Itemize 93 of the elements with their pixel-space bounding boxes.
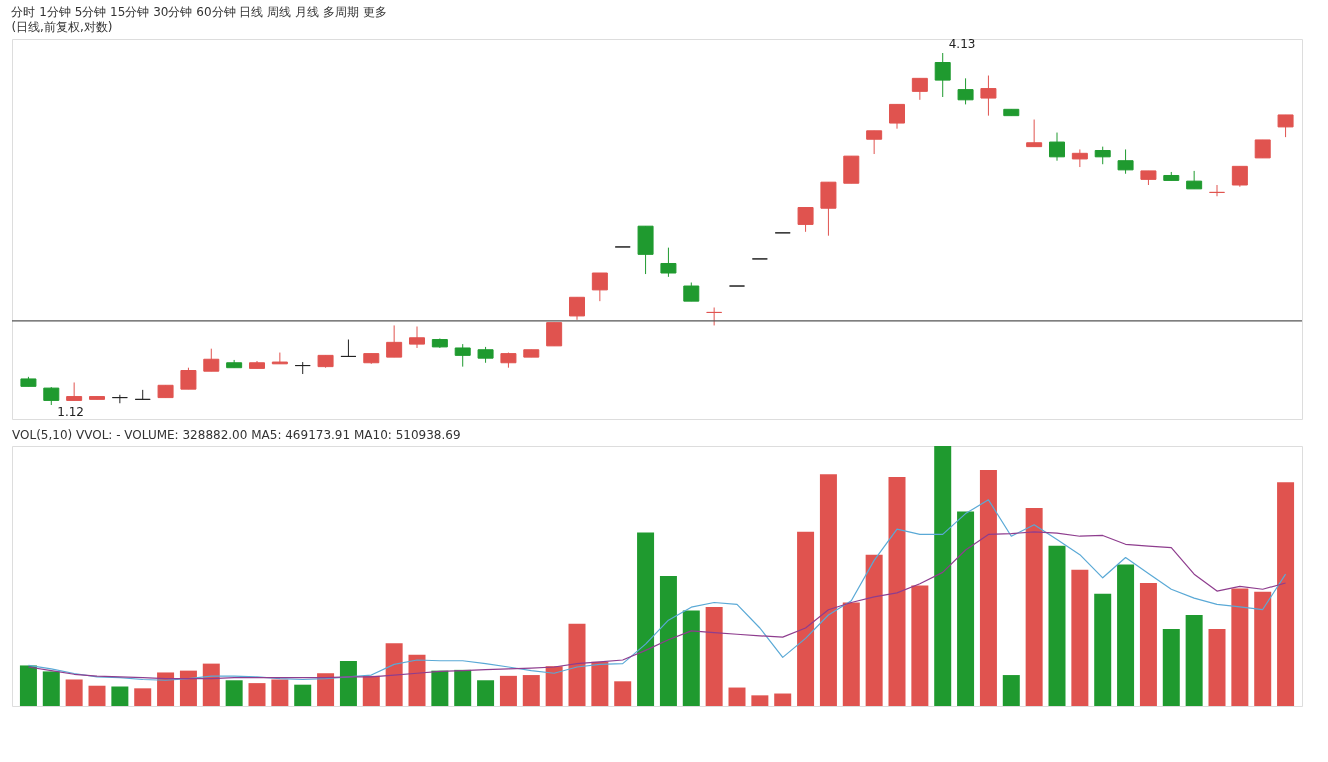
bar [682, 610, 700, 706]
candlestick [569, 296, 585, 321]
bar [65, 679, 83, 706]
bar [134, 688, 152, 706]
bar [111, 686, 129, 706]
candlestick [66, 381, 83, 401]
candlestick [866, 130, 883, 155]
bar [659, 576, 677, 706]
candlestick [409, 326, 425, 349]
bar [317, 673, 335, 706]
bar [1162, 629, 1180, 706]
bar [477, 680, 495, 706]
bar [88, 685, 106, 706]
candlestick [660, 247, 677, 278]
bar [1208, 629, 1226, 706]
candlestick [1209, 184, 1225, 197]
bar [614, 681, 632, 706]
bar [408, 654, 426, 706]
bar [797, 531, 815, 706]
chart-title: VOL(5,10) VVOL: - VOLUME: 328882.00 MA5: 469173.91 MA10: 510938.69 [12, 428, 461, 442]
candlestick [1231, 165, 1248, 188]
bar [499, 675, 517, 706]
bar [1094, 593, 1112, 706]
bar [339, 661, 357, 706]
bar [1254, 591, 1272, 706]
bar [545, 666, 563, 706]
candlestick [134, 389, 151, 400]
bar [522, 675, 540, 706]
bar [271, 679, 289, 706]
candlestick [1117, 148, 1134, 175]
bar [751, 695, 769, 706]
bar [705, 606, 723, 706]
bar [385, 643, 403, 706]
bar [1277, 482, 1295, 706]
bar [888, 476, 906, 706]
candlestick [683, 282, 700, 302]
bar [819, 474, 837, 706]
candlestick [203, 348, 220, 372]
bar [568, 623, 586, 706]
bar [1025, 507, 1043, 706]
chart-subtitle: (日线,前复权,对数) [11, 20, 113, 34]
bar [1048, 545, 1066, 706]
bar [1139, 583, 1157, 706]
bar [454, 669, 472, 706]
candlestick [591, 272, 608, 302]
bar [865, 554, 883, 706]
bar [19, 665, 37, 706]
bar [1185, 615, 1203, 706]
bar [42, 671, 60, 706]
bar [362, 675, 380, 706]
bar [1002, 675, 1020, 706]
candlestick [454, 343, 471, 368]
candlestick [797, 207, 814, 233]
candlestick [889, 103, 905, 130]
candlestick [271, 352, 288, 365]
candlestick [1026, 119, 1043, 148]
candlestick [934, 52, 951, 98]
bar [934, 446, 952, 706]
candlestick [180, 367, 197, 390]
candlestick [1071, 148, 1088, 168]
candlestick [911, 77, 928, 101]
bar [591, 661, 609, 706]
annotation: 1.12 [57, 405, 84, 419]
bar [1231, 588, 1249, 706]
bar [842, 602, 860, 706]
bar [979, 469, 997, 706]
candlestick [294, 361, 311, 375]
bar [294, 684, 312, 706]
bar [202, 663, 220, 706]
bar [957, 511, 975, 706]
candlestick [546, 322, 563, 347]
candlestick [1049, 132, 1065, 162]
chart-title: 分时 1分钟 5分钟 15分钟 30分钟 60分钟 日线 周线 月线 多周期 更多 [11, 5, 387, 19]
bar [431, 670, 449, 706]
bar [225, 680, 243, 706]
bar [774, 693, 792, 706]
candlestick [980, 75, 997, 117]
candlestick [386, 324, 403, 358]
candlestick [340, 339, 357, 357]
bar [248, 683, 266, 706]
candlestick [111, 394, 128, 404]
bar [1117, 564, 1135, 706]
bar [637, 532, 655, 706]
bar [1071, 569, 1089, 706]
candlestick [706, 307, 723, 326]
bar [728, 687, 746, 706]
candlestick [1277, 114, 1294, 138]
bar [911, 585, 929, 706]
candlestick [957, 77, 974, 105]
bar [179, 670, 197, 706]
candlestick [1186, 170, 1203, 190]
text: 4.13 [948, 37, 976, 51]
bar [157, 672, 175, 706]
